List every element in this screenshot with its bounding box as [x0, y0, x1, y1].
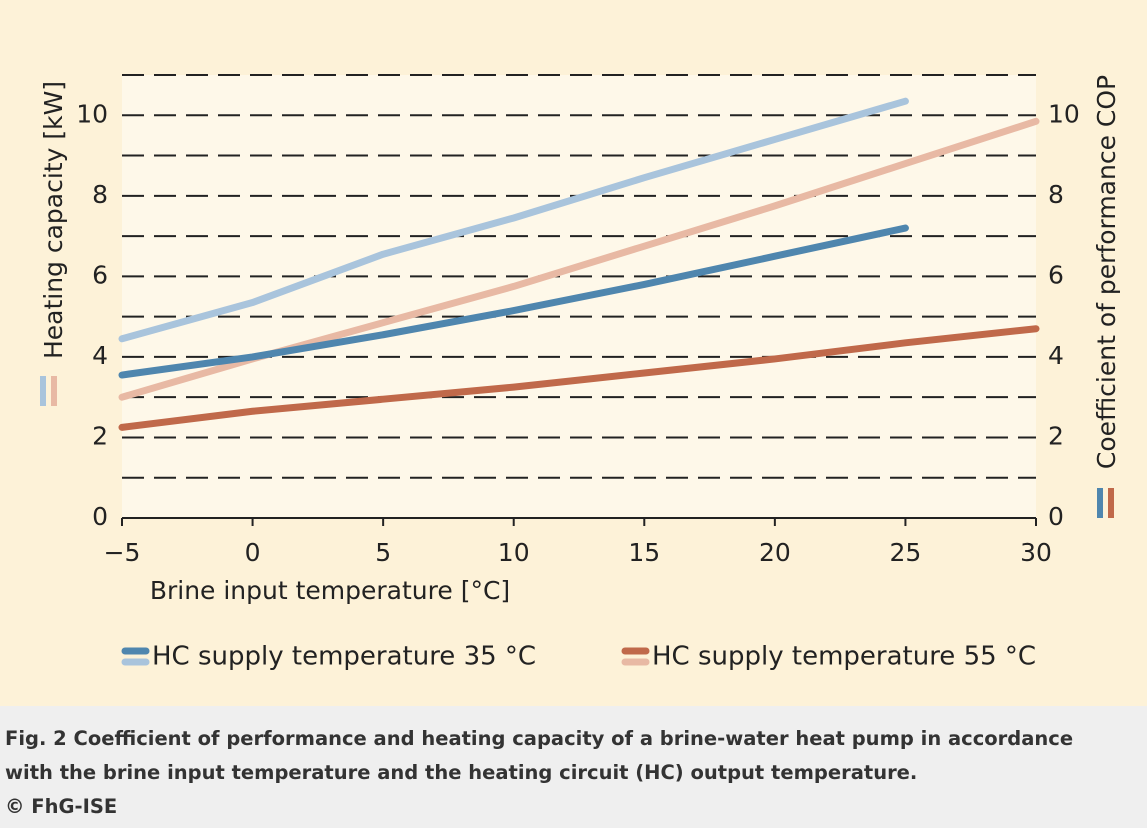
- legend-label: HC supply temperature 55 °C: [652, 642, 1036, 672]
- x-axis-label: Brine input temperature [°C]: [150, 576, 510, 605]
- y2-tick-label: 2: [1048, 421, 1064, 450]
- axis-color-key: [40, 376, 46, 406]
- caption-credit: © FhG-ISE: [5, 795, 118, 818]
- x-tick-label: 15: [628, 538, 660, 567]
- x-tick-label: 5: [375, 538, 391, 567]
- axis-color-key: [1097, 488, 1103, 518]
- x-tick-label: 0: [245, 538, 261, 567]
- series-line: [118, 325, 1040, 431]
- axis-color-key: [1108, 488, 1114, 518]
- y2-tick-label: 0: [1048, 502, 1064, 531]
- y2-tick-label: 4: [1048, 341, 1064, 370]
- y-tick-label: 10: [76, 99, 108, 128]
- y2-tick-label: 10: [1048, 99, 1080, 128]
- series-line: [118, 224, 909, 379]
- caption-text: Fig. 2 Coefficient of performance and he…: [5, 727, 1074, 784]
- y2-tick-label: 6: [1048, 260, 1064, 289]
- x-tick-label: 10: [498, 538, 530, 567]
- legend-label: HC supply temperature 35 °C: [152, 642, 536, 672]
- x-tick-label: 25: [890, 538, 922, 567]
- y-tick-label: 8: [92, 180, 108, 209]
- x-tick-label: −5: [104, 538, 141, 567]
- y-tick-label: 2: [92, 421, 108, 450]
- caption: Fig. 2 Coefficient of performance and he…: [5, 722, 1125, 824]
- x-tick-label: 30: [1020, 538, 1052, 567]
- series-line: [118, 97, 909, 343]
- y2-tick-label: 8: [1048, 180, 1064, 209]
- y2-axis-label: Coefficient of performance COP: [1092, 75, 1121, 469]
- x-tick-label: 20: [759, 538, 791, 567]
- axis-color-key: [51, 376, 57, 406]
- chart: Brine input temperature [°C] Heating cap…: [0, 0, 1147, 706]
- y-axis-label: Heating capacity [kW]: [39, 81, 68, 359]
- y-tick-label: 4: [92, 341, 108, 370]
- y-tick-label: 6: [92, 260, 108, 289]
- y-tick-label: 0: [92, 502, 108, 531]
